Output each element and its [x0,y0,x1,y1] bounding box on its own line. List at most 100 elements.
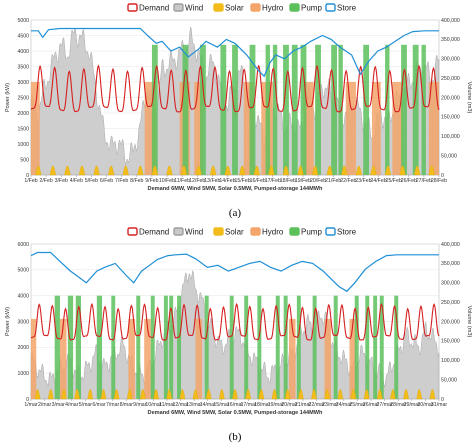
y2-tick-label: 300,000 [441,57,460,63]
x-tick-label: 29/mar [404,402,420,408]
legend-item-wind: Wind [173,227,203,237]
legend-swatch-demand [127,227,138,236]
x-tick-label: 6/mar [92,402,106,408]
x-tick-label: 20/Feb [310,178,326,184]
legend-label-store: Store [337,4,357,13]
series-hydro-bar [349,318,357,399]
y-tick-label: 3000 [17,80,29,86]
legend-label-hydro: Hydro [262,228,284,237]
x-tick-label: 10/Feb [159,178,175,184]
y2-axis-title: Volume (m3) [466,306,472,338]
series-solar-hump [350,388,357,400]
series-solar-hump [195,165,202,176]
y-tick-label: 4000 [17,293,29,299]
series-pump-bar [283,44,289,175]
legend-label-solar: Solar [225,4,244,13]
legend-label-pump: Pump [301,228,322,237]
y-tick-label: 3000 [17,319,29,325]
series-pump-bar [283,295,288,399]
y2-tick-label: 150,000 [441,115,460,121]
series-pump-bar [204,295,209,399]
x-tick-label: 15/mar [213,402,229,408]
legend-swatch-solar [213,227,224,236]
series-pump-bar [333,295,338,399]
series-solar-hump [232,388,238,400]
series-solar-hump [271,388,278,400]
y-tick-label: 3500 [17,64,29,70]
x-tick-label: 6/Feb [100,178,113,184]
series-pump-bar [401,44,407,175]
x-tick-label: 3/Feb [55,178,68,184]
chart-panel-a: Demand Wind Solar Hydro Pump Store 0 500 1000 150… [5,3,472,219]
series-solar-hump [205,388,212,400]
legend-item-pump: Pump [289,3,322,13]
x-tick-label: 2/Feb [39,178,52,184]
y-tick-label: 2000 [17,111,29,117]
series-solar-hump [210,165,217,176]
series-pump-bar [244,295,249,399]
y2-tick-label: 300,000 [441,281,460,287]
series-solar-hump [337,388,344,400]
x-tick-label: 3/mar [52,402,66,408]
x-tick-label: 22/mar [309,402,325,408]
y2-tick-label: 350,000 [441,261,460,267]
series-solar-hump [93,165,100,176]
series-pump-bar [249,44,256,175]
series-pump-bar [200,44,206,175]
x-tick-label: 25/mar [349,402,365,408]
series-solar-hump [140,388,146,400]
series-solar-hump [311,388,317,400]
series-hydro-bar [59,318,67,399]
y-tick-label: 4500 [17,33,29,39]
y2-tick-label: 250,000 [441,76,460,82]
x-tick-label: 26/mar [363,402,379,408]
series-solar-hump [416,388,423,400]
x-tick-label: 27/Feb [416,178,432,184]
chart-caption: Demand 6MW, Wind 5MW, Solar 0.5MW, Pumpe… [148,186,324,192]
legend-swatch-solar [213,3,224,12]
x-tick-label: 26/Feb [401,178,417,184]
y-tick-label: 0 [26,173,29,179]
series-pump-bar [365,295,370,399]
y2-axis-title: Volume (m3) [466,82,472,114]
y2-tick-label: 400,000 [441,242,460,248]
series-pump-bar [385,44,390,175]
legend-item-pump: Pump [289,227,322,237]
chart-a: Demand Wind Solar Hydro Pump Store 0 500 1000 150… [5,3,472,219]
y2-tick-label: 100,000 [441,358,460,364]
x-tick-label: 8/mar [120,402,134,408]
x-tick-label: 4/Feb [70,178,83,184]
legend-label-wind: Wind [185,4,203,13]
series-pump-bar [394,295,399,399]
legend-item-solar: Solar [213,3,244,13]
series-pump-bar [296,295,301,399]
x-tick-label: 19/Feb [295,178,311,184]
x-tick-label: 13/mar [186,402,202,408]
x-tick-label: 15/Feb [234,178,250,184]
series-solar-hump [224,165,231,176]
series-solar-hump [326,165,333,176]
series-solar-hump [35,165,42,176]
y2-tick-label: 350,000 [441,37,460,43]
series-solar-hump [126,388,133,400]
series-solar-hump [137,165,144,176]
y-tick-label: 500 [20,157,29,163]
x-tick-label: 5/mar [79,402,93,408]
x-tick-label: 18/Feb [280,178,296,184]
legend-item-wind: Wind [173,3,203,13]
series-solar-hump [363,388,370,400]
series-solar-hump [384,165,392,176]
series-pump-bar [229,295,234,399]
series-pump-bar [275,295,280,399]
y-tick-label: 5000 [17,18,29,24]
legend-swatch-pump [289,227,300,236]
y2-tick-label: 0 [441,397,444,403]
x-tick-label: 8/Feb [130,178,143,184]
y-tick-label: 4000 [17,49,29,55]
series-store-line [30,251,439,293]
x-tick-label: 18/mar [254,402,270,408]
series-hydro-bar [392,82,403,175]
x-tick-label: 25/Feb [386,178,402,184]
series-hydro-bar [195,318,203,399]
x-tick-label: 23/mar [322,402,338,408]
